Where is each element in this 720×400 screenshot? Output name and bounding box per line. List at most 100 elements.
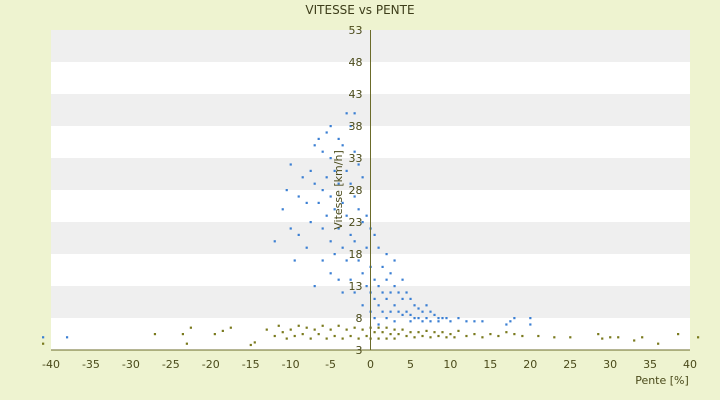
scatter-point-series-2 (341, 337, 344, 340)
scatter-point-series-2 (229, 326, 232, 329)
scatter-point-series-2 (253, 341, 256, 344)
scatter-point-series-2 (325, 337, 328, 340)
scatter-point-series-1 (365, 246, 368, 249)
scatter-point-series-1 (285, 189, 288, 192)
y-tick-label: 28 (349, 184, 363, 197)
scatter-point-series-1 (365, 285, 368, 288)
y-tick-label: 23 (349, 216, 363, 229)
scatter-point-series-1 (381, 291, 384, 294)
scatter-point-series-2 (657, 342, 660, 345)
scatter-point-series-2 (513, 333, 516, 336)
x-tick-label: 40 (683, 358, 697, 371)
scatter-point-series-1 (373, 278, 376, 281)
scatter-point-series-1 (377, 323, 380, 326)
scatter-point-series-2 (497, 334, 500, 338)
scatter-point-series-2 (449, 333, 452, 336)
scatter-point-series-1 (321, 227, 324, 230)
scatter-point-series-1 (449, 320, 452, 323)
scatter-point-series-2 (285, 337, 288, 340)
scatter-point-series-1 (361, 176, 364, 179)
scatter-point-series-2 (185, 342, 188, 345)
scatter-point-series-2 (221, 329, 224, 332)
scatter-point-series-1 (305, 246, 308, 249)
y-tick-label: 33 (349, 152, 363, 165)
scatter-point-series-1 (341, 201, 344, 204)
scatter-point-series-1 (65, 336, 69, 339)
scatter-point-series-1 (385, 278, 388, 281)
scatter-point-series-1 (505, 323, 508, 326)
scatter-point-series-1 (397, 291, 400, 294)
scatter-point-series-1 (465, 320, 468, 323)
scatter-point-series-1 (305, 201, 308, 204)
scatter-point-series-1 (349, 182, 352, 185)
scatter-point-series-1 (437, 320, 440, 323)
scatter-point-series-1 (405, 291, 408, 294)
y-axis-label: Vitesse [km/h] (332, 150, 345, 230)
scatter-point-series-2 (249, 343, 252, 347)
scatter-point-series-1 (341, 144, 344, 147)
scatter-point-series-1 (393, 304, 396, 307)
scatter-point-series-2 (489, 333, 492, 336)
scatter-point-series-1 (373, 297, 376, 300)
x-tick-label: -20 (202, 358, 220, 371)
scatter-point-series-1 (329, 157, 332, 160)
scatter-point-series-1 (321, 150, 324, 153)
scatter-point-series-1 (349, 233, 352, 236)
scatter-point-series-1 (457, 317, 460, 320)
scatter-point-series-1 (401, 313, 404, 316)
scatter-point-series-2 (633, 339, 636, 342)
scatter-point-series-1 (297, 233, 300, 236)
scatter-point-series-2 (293, 334, 296, 338)
scatter-point-series-1 (481, 320, 484, 323)
scatter-point-series-1 (409, 320, 412, 323)
scatter-point-series-2 (313, 328, 316, 331)
x-tick-label: -5 (325, 358, 336, 371)
scatter-point-series-2 (433, 331, 436, 334)
scatter-point-series-1 (421, 320, 424, 323)
scatter-point-series-1 (437, 317, 440, 320)
x-tick-label: 20 (523, 358, 537, 371)
scatter-point-series-1 (445, 317, 448, 320)
x-tick-label: 30 (603, 358, 617, 371)
x-tick-label: 35 (643, 358, 657, 371)
scatter-point-series-2 (617, 336, 620, 339)
x-tick-label: -15 (242, 358, 260, 371)
scatter-point-series-2 (597, 333, 600, 336)
scatter-point-series-1 (317, 137, 320, 140)
scatter-point-series-2 (297, 324, 300, 327)
scatter-point-series-2 (381, 331, 384, 334)
y-tick-label: 48 (349, 56, 363, 69)
scatter-point-series-2 (153, 333, 157, 336)
x-tick-label: 0 (367, 358, 374, 371)
scatter-point-series-1 (341, 291, 344, 294)
x-tick-label: 5 (407, 358, 414, 371)
scatter-point-series-1 (329, 240, 332, 243)
scatter-point-series-1 (297, 195, 300, 198)
x-tick-labels: -40 -35 -30 -25 -20 -15 -10 -5 0 5 10 15 20 25 30 35 40 (42, 358, 697, 371)
scatter-point-series-1 (337, 137, 340, 140)
x-tick-label: 10 (443, 358, 457, 371)
scatter-point-series-2 (696, 336, 700, 339)
scatter-point-series-1 (337, 227, 340, 230)
scatter-point-series-1 (345, 112, 348, 115)
scatter-point-series-1 (421, 310, 424, 313)
scatter-point-series-2 (329, 328, 332, 331)
scatter-point-series-1 (393, 259, 396, 262)
scatter-point-series-1 (385, 253, 388, 256)
scatter-point-series-1 (333, 253, 336, 256)
scatter-point-series-1 (321, 189, 324, 192)
scatter-point-series-2 (421, 334, 424, 338)
x-tick-label: 15 (483, 358, 497, 371)
scatter-point-series-2 (521, 334, 524, 338)
scatter-point-series-2 (345, 328, 348, 331)
y-tick-label: 43 (349, 88, 363, 101)
scatter-point-series-1 (321, 259, 324, 262)
scatter-point-series-2 (289, 328, 292, 331)
scatter-point-series-1 (401, 297, 404, 300)
scatter-point-series-1 (353, 150, 356, 153)
scatter-point-series-1 (377, 285, 380, 288)
scatter-point-series-2 (441, 331, 444, 334)
scatter-point-series-1 (473, 320, 476, 323)
x-tick-label: -25 (162, 358, 180, 371)
scatter-point-series-1 (425, 304, 428, 307)
